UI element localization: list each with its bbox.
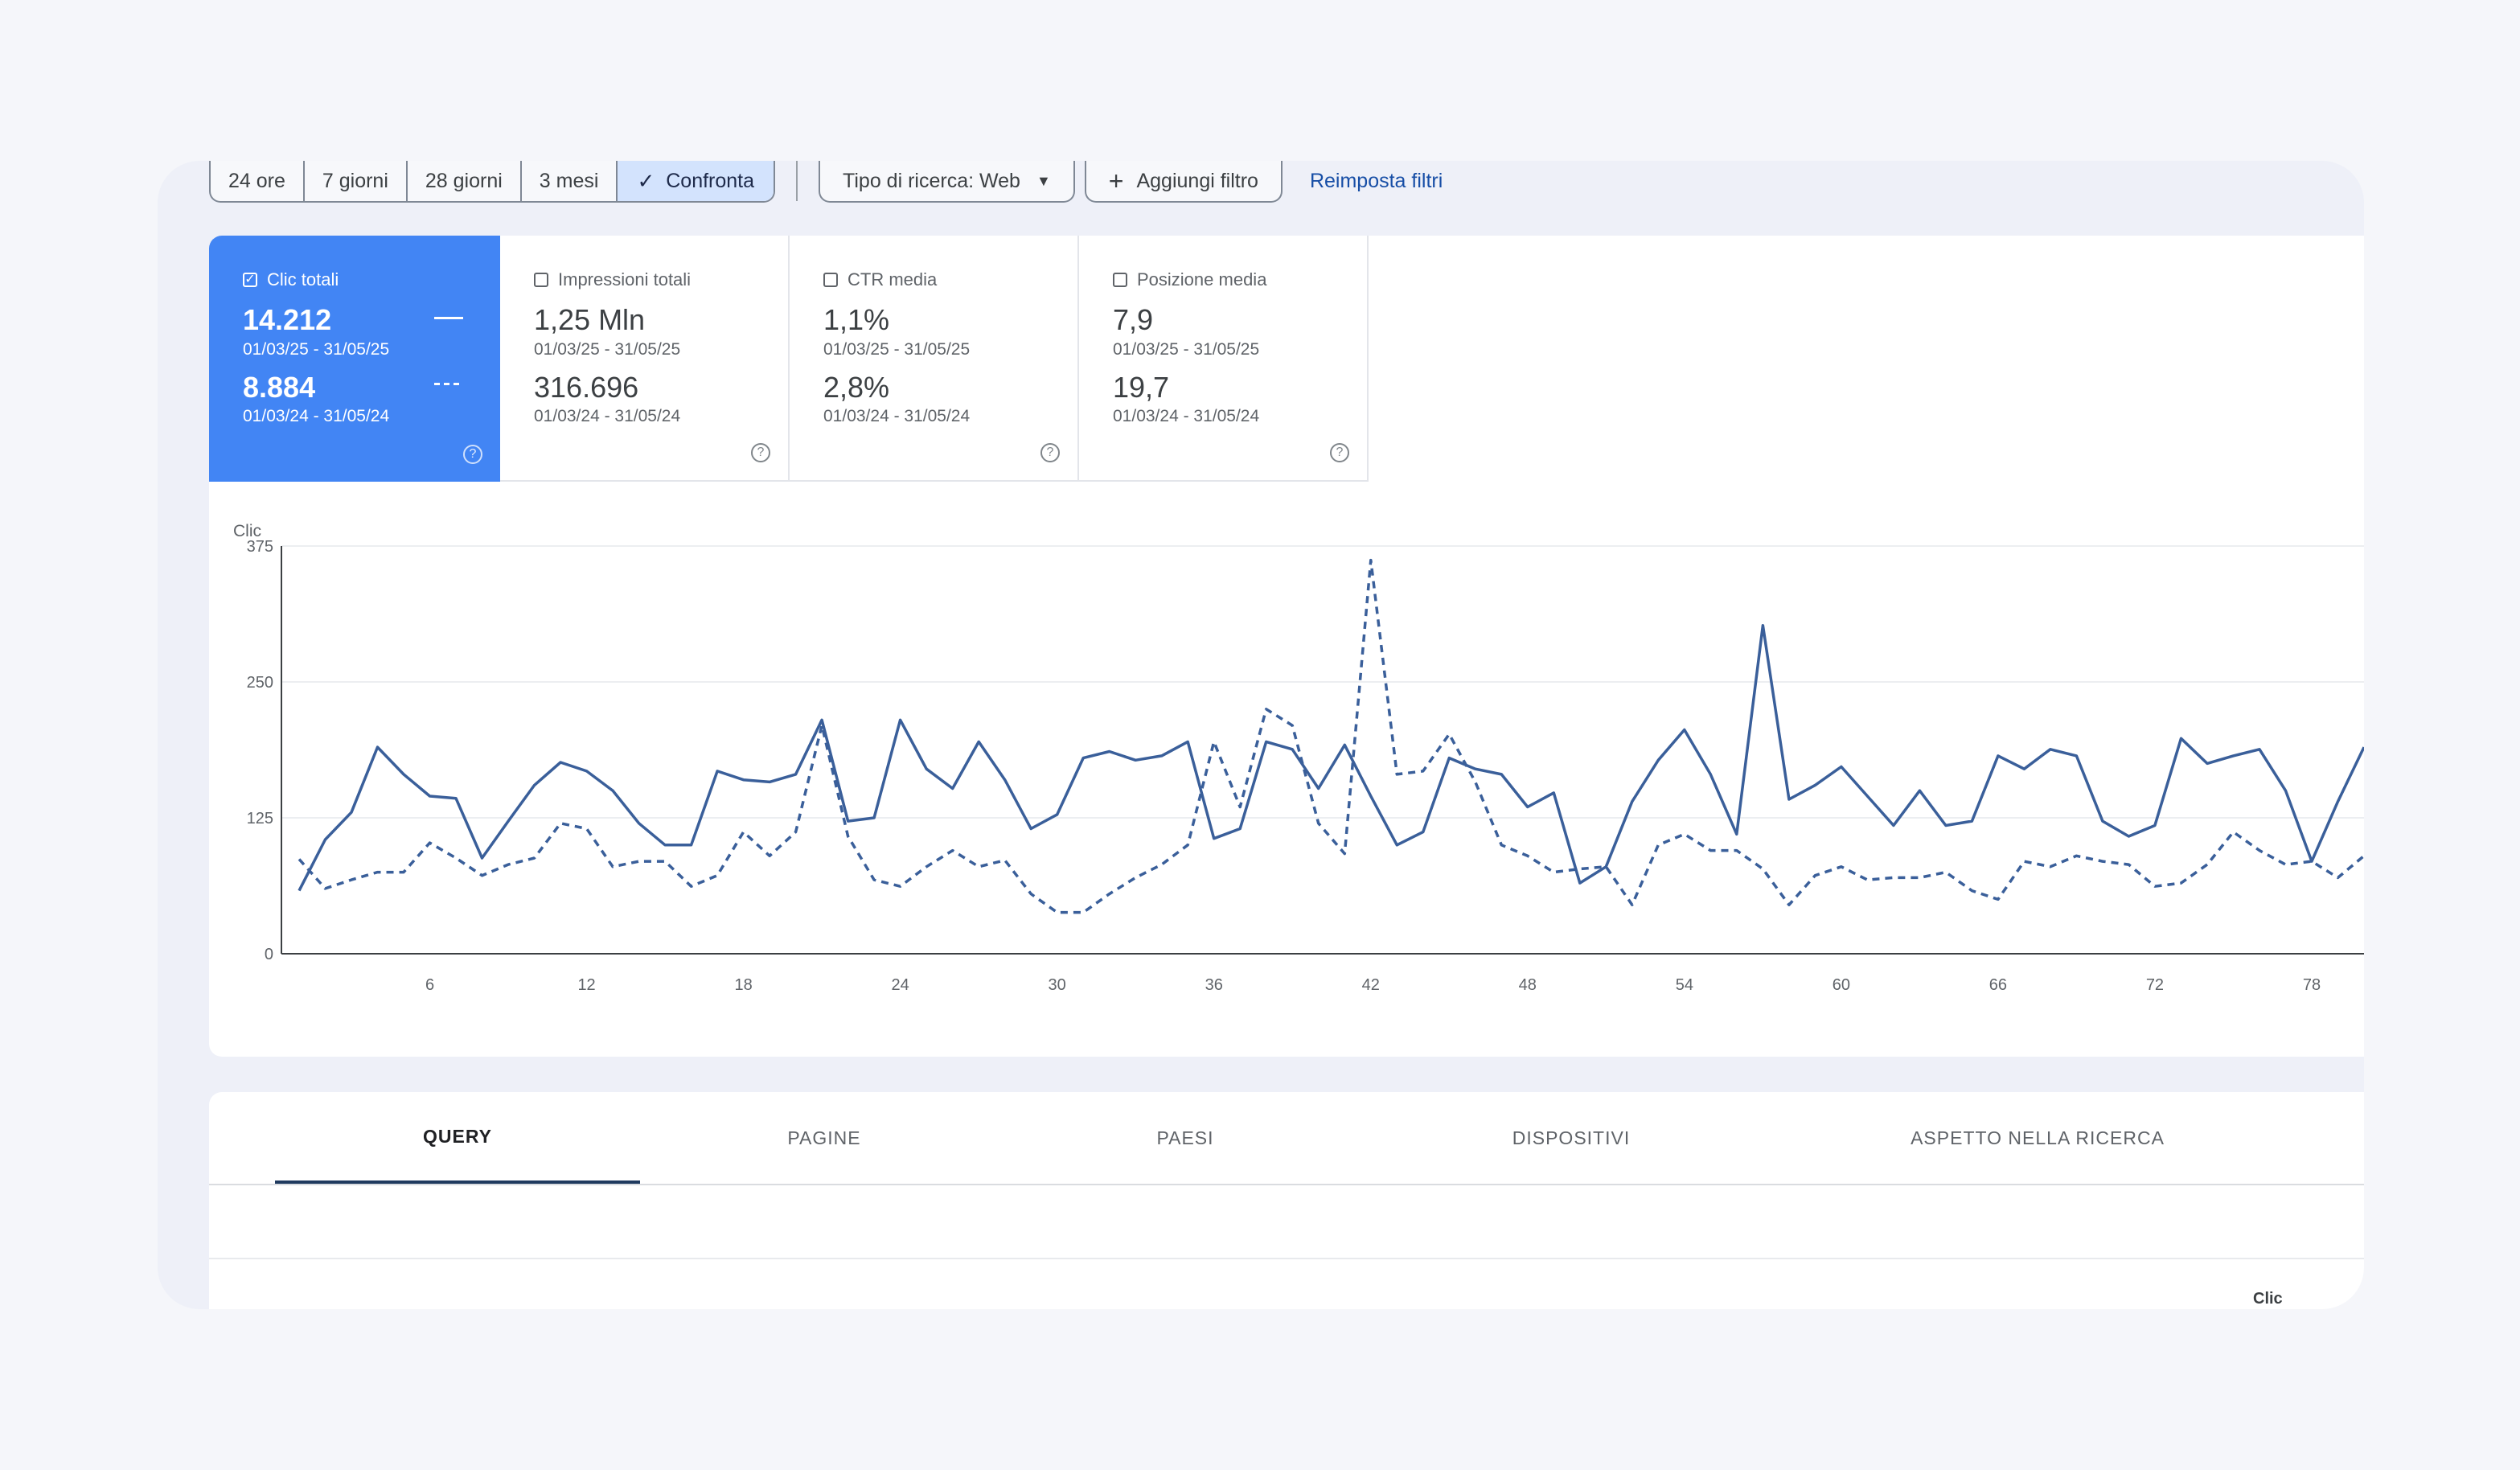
metric-range-previous: 01/03/24 - 31/05/24	[243, 407, 390, 425]
x-tick-label: 12	[577, 976, 595, 994]
x-tick-label: 78	[2303, 976, 2321, 994]
metric-card-total-impressions[interactable]: Impressioni totali 1,25 Mln 01/03/25 - 3…	[500, 236, 790, 482]
reset-filters-link[interactable]: Reimposta filtri	[1309, 169, 1443, 192]
checkbox-icon[interactable]	[1113, 273, 1127, 287]
metric-label: Impressioni totali	[534, 269, 691, 290]
x-tick-label: 30	[1049, 976, 1066, 994]
tab-pages[interactable]: PAGINE	[787, 1127, 861, 1148]
tab-query[interactable]: QUERY	[275, 1092, 640, 1184]
date-range-segmented: 24 ore 7 giorni 28 giorni 3 mesi ✓ Confr…	[209, 161, 776, 203]
y-tick-label: 250	[247, 674, 273, 692]
x-tick-label: 24	[892, 976, 909, 994]
add-filter-label: Aggiungi filtro	[1136, 169, 1258, 192]
x-tick-label: 36	[1205, 976, 1223, 994]
metric-label: CTR media	[823, 269, 937, 290]
add-filter-button[interactable]: + Aggiungi filtro	[1084, 161, 1283, 203]
help-icon[interactable]: ?	[1040, 443, 1060, 462]
metric-label-text: Impressioni totali	[558, 269, 692, 289]
metric-range-previous: 01/03/24 - 31/05/24	[823, 407, 971, 425]
metric-range-current: 01/03/25 - 31/05/25	[1113, 340, 1260, 359]
metric-label-text: CTR media	[848, 269, 938, 289]
compare-button[interactable]: ✓ Confronta	[618, 161, 774, 201]
series-line-current	[298, 623, 2364, 892]
x-tick-label: 6	[425, 976, 434, 994]
table-divider	[209, 1258, 2364, 1259]
y-axis-label: Clic	[233, 522, 261, 540]
dimension-tabs: QUERY PAGINE PAESI DISPOSITIVI ASPETTO N…	[209, 1092, 2364, 1185]
metric-value-current: 14.212	[243, 303, 332, 336]
range-24h-button[interactable]: 24 ore	[211, 161, 305, 201]
metric-value-previous: 8.884	[243, 371, 316, 404]
x-tick-label: 54	[1676, 976, 1693, 994]
metric-label: ✓ Clic totali	[243, 269, 339, 290]
x-tick-label: 72	[2146, 976, 2164, 994]
range-7d-button[interactable]: 7 giorni	[305, 161, 408, 201]
help-icon[interactable]: ?	[463, 445, 482, 464]
metric-value-current: 1,25 Mln	[534, 303, 646, 336]
chart-panel: ✓ Clic totali 14.212 01/03/25 - 31/05/25 …	[209, 236, 2364, 1057]
plus-icon: +	[1108, 166, 1124, 195]
series-line-previous	[298, 558, 2364, 914]
solid-line-legend-icon	[434, 317, 463, 319]
x-tick-label: 60	[1833, 976, 1850, 994]
y-tick-label: 0	[265, 946, 273, 963]
column-header-clicks[interactable]: Clic	[2253, 1290, 2283, 1308]
metric-label: Posizione media	[1113, 269, 1266, 290]
check-icon: ✓	[637, 168, 655, 193]
dashed-line-legend-icon	[434, 383, 463, 385]
caret-down-icon: ▼	[1036, 172, 1051, 189]
dimension-table-panel: QUERY PAGINE PAESI DISPOSITIVI ASPETTO N…	[209, 1092, 2364, 1309]
metric-range-previous: 01/03/24 - 31/05/24	[1113, 407, 1260, 425]
x-tick-label: 18	[734, 976, 752, 994]
metric-card-average-ctr[interactable]: CTR media 1,1% 01/03/25 - 31/05/25 2,8% …	[790, 236, 1079, 482]
metric-range-current: 01/03/25 - 31/05/25	[243, 340, 390, 359]
help-icon[interactable]: ?	[751, 443, 770, 462]
x-tick-label: 42	[1362, 976, 1380, 994]
metric-value-current: 1,1%	[823, 303, 890, 336]
metric-value-previous: 19,7	[1113, 371, 1170, 404]
tab-devices[interactable]: DISPOSITIVI	[1512, 1127, 1631, 1148]
x-tick-label: 48	[1519, 976, 1537, 994]
checkbox-icon[interactable]	[823, 273, 838, 287]
metric-label-text: Clic totali	[267, 269, 339, 289]
performance-card: 24 ore 7 giorni 28 giorni 3 mesi ✓ Confr…	[158, 161, 2364, 1309]
compare-label: Confronta	[666, 169, 755, 192]
search-type-label: Tipo di ricerca: Web	[843, 169, 1020, 192]
metric-card-total-clicks[interactable]: ✓ Clic totali 14.212 01/03/25 - 31/05/25 …	[209, 236, 500, 482]
range-3m-button[interactable]: 3 mesi	[522, 161, 618, 201]
search-type-dropdown[interactable]: Tipo di ricerca: Web ▼	[819, 161, 1075, 203]
toolbar-divider	[796, 161, 798, 201]
checkbox-icon[interactable]	[534, 273, 548, 287]
toolbar: 24 ore 7 giorni 28 giorni 3 mesi ✓ Confr…	[209, 161, 1443, 203]
y-tick-label: 125	[247, 810, 273, 827]
metric-range-current: 01/03/25 - 31/05/25	[823, 340, 971, 359]
tab-countries[interactable]: PAESI	[1156, 1127, 1214, 1148]
metric-value-previous: 2,8%	[823, 371, 890, 404]
help-icon[interactable]: ?	[1330, 443, 1349, 462]
checkbox-checked-icon[interactable]: ✓	[243, 273, 257, 287]
x-tick-label: 66	[1989, 976, 2007, 994]
metric-value-previous: 316.696	[534, 371, 639, 404]
metric-label-text: Posizione media	[1137, 269, 1267, 289]
metric-card-average-position[interactable]: Posizione media 7,9 01/03/25 - 31/05/25 …	[1079, 236, 1369, 482]
metric-value-current: 7,9	[1113, 303, 1154, 336]
metric-cards: ✓ Clic totali 14.212 01/03/25 - 31/05/25 …	[209, 236, 1369, 482]
clicks-line-chart[interactable]: Clic 0 125 250 375 6 12 18 24 30 36 42 48 54 60 66 72 78	[209, 509, 2364, 1040]
y-tick-label: 375	[247, 538, 273, 556]
range-28d-button[interactable]: 28 giorni	[408, 161, 522, 201]
tab-search-appearance[interactable]: ASPETTO NELLA RICERCA	[1911, 1127, 2165, 1148]
metric-range-current: 01/03/25 - 31/05/25	[534, 340, 681, 359]
metric-range-previous: 01/03/24 - 31/05/24	[534, 407, 681, 425]
